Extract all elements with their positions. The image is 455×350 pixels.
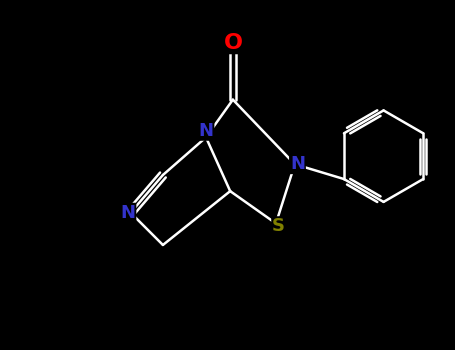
Text: O: O [223,33,243,53]
Text: S: S [272,217,285,235]
Text: N: N [121,204,136,222]
Text: N: N [290,155,305,173]
Text: N: N [198,122,213,140]
